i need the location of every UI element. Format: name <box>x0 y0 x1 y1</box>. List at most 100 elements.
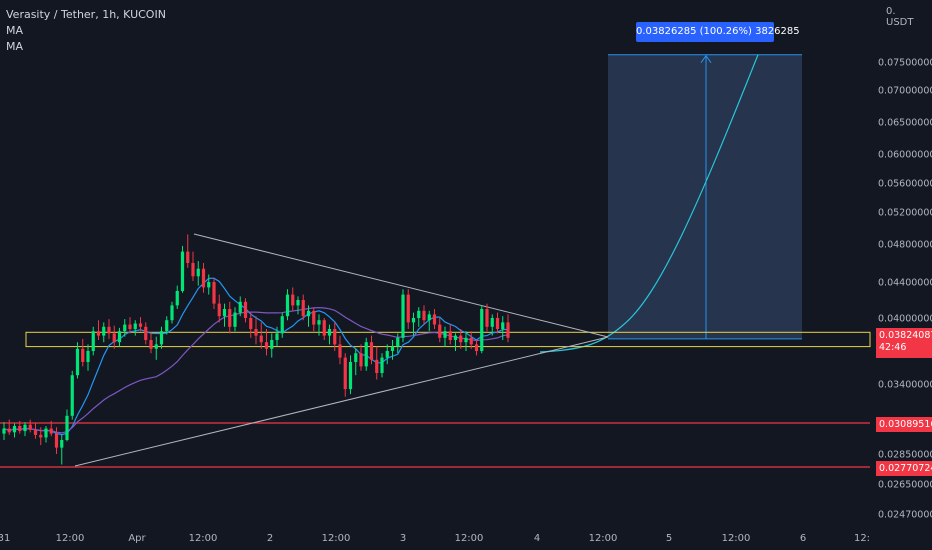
candle-body <box>180 251 185 291</box>
price-tick-label: 0.04000000 <box>878 314 932 325</box>
candle-body <box>23 424 27 432</box>
price-tick-label: 0.02850000 <box>878 450 932 461</box>
price-tick-label: 0.07500000 <box>878 58 932 69</box>
time-tick-label: 12:00 <box>722 533 751 544</box>
candle-body <box>495 318 500 329</box>
price-tick-label: 0.06000000 <box>878 150 932 161</box>
candle-body <box>159 331 164 345</box>
candle-body <box>301 300 305 317</box>
candle-body <box>123 324 127 332</box>
price-tick-label: 0.05600000 <box>878 179 932 190</box>
candle-body <box>196 268 200 277</box>
time-tick-label: 3 <box>400 533 406 544</box>
time-tick-label: 31 <box>0 533 10 544</box>
candle-body <box>128 324 132 329</box>
candle-body <box>44 428 48 438</box>
candle-body <box>133 323 137 329</box>
candle-body <box>54 433 59 448</box>
support-1-price-badge: 0.03089516 <box>876 417 932 432</box>
candle-body <box>254 329 258 336</box>
projection-box <box>608 54 802 339</box>
price-tick-label: 0.07000000 <box>878 86 932 97</box>
candle-body <box>285 294 290 317</box>
projection-layer <box>539 54 802 353</box>
candle-body <box>217 303 221 317</box>
candle-body <box>49 428 53 434</box>
candle-body <box>102 326 106 336</box>
candle-body <box>312 310 316 325</box>
candle-body <box>207 282 211 288</box>
candle-body <box>469 337 473 345</box>
candle-body <box>144 326 148 340</box>
price-tick-label: 0.06500000 <box>878 118 932 129</box>
candle-body <box>175 291 179 306</box>
candle-body <box>401 294 405 338</box>
resistance-zone <box>25 331 871 348</box>
last-price-value: 0.03824087 <box>879 330 932 341</box>
candle-body <box>154 344 158 349</box>
projection-label[interactable]: 0.03826285 (100.26%) 3826285 <box>636 22 800 42</box>
candle-body <box>348 362 353 390</box>
ma-indicator-label[interactable]: MA <box>6 40 24 53</box>
candle-body <box>343 357 347 390</box>
candle-body <box>317 320 321 325</box>
symbol-title[interactable]: Verasity / Tether, 1h, KUCOIN <box>6 8 166 21</box>
candle-body <box>438 324 442 338</box>
candle-body <box>322 320 326 336</box>
candle-body <box>501 322 505 329</box>
candle-body <box>81 348 85 362</box>
candle-body <box>191 263 195 277</box>
price-tick-label: 0.02650000 <box>878 480 932 491</box>
candle-body <box>2 428 6 434</box>
candle-body <box>228 309 232 327</box>
candle-body <box>18 426 22 432</box>
candle-body <box>238 301 242 313</box>
candle-body <box>233 312 237 327</box>
candle-body <box>448 331 452 340</box>
candle-body <box>354 353 358 362</box>
time-tick-label: 12:00 <box>589 533 618 544</box>
candle-body <box>338 344 342 358</box>
candle-body <box>369 342 374 360</box>
candle-body <box>396 337 400 347</box>
price-tick-label: 0.04800000 <box>878 240 932 251</box>
candle-body <box>212 282 216 304</box>
candle-body <box>249 318 253 329</box>
candle-body <box>380 357 384 373</box>
candle-body <box>432 314 437 325</box>
time-tick-label: 5 <box>666 533 672 544</box>
candle-body <box>264 342 269 349</box>
candle-body <box>364 342 368 367</box>
candle-body <box>280 316 284 334</box>
ascending-trendline <box>74 336 609 467</box>
time-tick-label: 12: <box>854 533 870 544</box>
candle-body <box>406 294 410 323</box>
candle-body <box>243 301 248 318</box>
candle-body <box>60 440 64 448</box>
price-tick-label: 0.05200000 <box>878 208 932 219</box>
candle-body <box>296 300 300 306</box>
candle-body <box>259 335 263 343</box>
last-price-badge: 0.03824087 42:46 <box>876 328 932 358</box>
candle-body <box>75 348 80 376</box>
ma-indicator-label[interactable]: MA <box>6 24 24 37</box>
time-axis[interactable]: 31 12:00 Apr 12:00 2 12:00 3 12:00 4 12:00 5 12:00 6… <box>0 533 870 544</box>
candle-body <box>107 326 111 334</box>
candle-body <box>12 426 17 433</box>
candle-body <box>96 331 101 336</box>
trendline-layer <box>74 233 609 467</box>
candle-body <box>506 322 510 338</box>
candle-body <box>39 434 43 438</box>
candle-body <box>480 309 484 351</box>
bar-countdown: 42:46 <box>879 342 907 353</box>
candle-body <box>70 375 74 416</box>
price-tick-label: 0.02470000 <box>878 510 932 521</box>
currency-label: 0.USDT <box>886 6 932 28</box>
candle-body <box>86 351 90 362</box>
candle-body <box>28 424 32 430</box>
time-tick-label: 12:00 <box>322 533 351 544</box>
time-tick-label: 6 <box>800 533 806 544</box>
price-axis[interactable]: 0.07500000 0.07000000 0.06500000 0.06000000… <box>878 58 932 521</box>
candle-body <box>327 329 332 336</box>
